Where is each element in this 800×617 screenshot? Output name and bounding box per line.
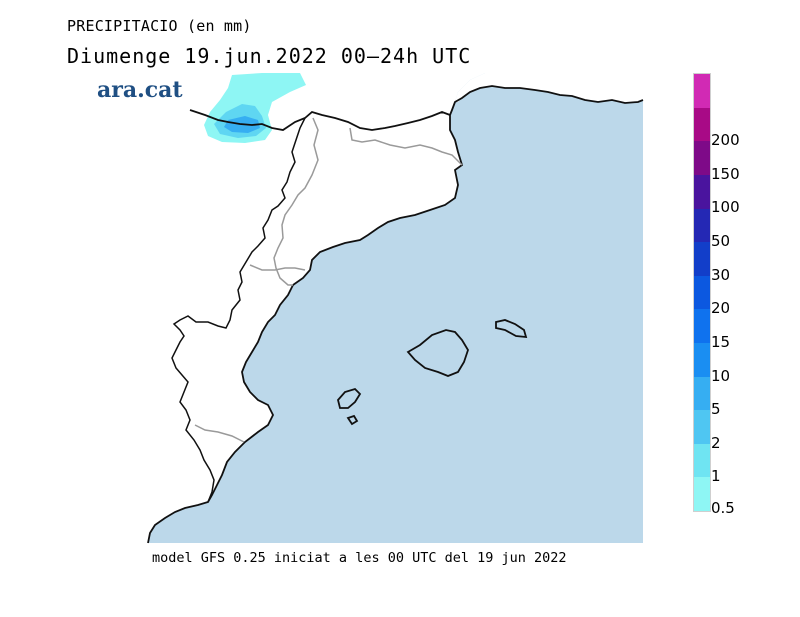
precipitation-area [204, 73, 306, 143]
province-borders [194, 117, 463, 443]
colorbar-label: 2 [711, 433, 721, 452]
island-formentera [346, 414, 359, 426]
colorbar-label: 100 [711, 198, 740, 217]
island-menorca [495, 319, 528, 339]
precipitation-colorbar [693, 73, 711, 512]
colorbar-segment [694, 443, 710, 478]
ara-cat-logo[interactable]: ara.cat [97, 77, 183, 103]
colorbar-label: 30 [711, 265, 731, 284]
colorbar-segment [694, 275, 710, 310]
colorbar-label: 200 [711, 131, 740, 150]
colorbar-segment [694, 342, 710, 377]
colorbar-label: 10 [711, 366, 731, 385]
colorbar-label: 15 [711, 332, 731, 351]
colorbar-segment [694, 107, 710, 142]
colorbar-segment [694, 242, 710, 276]
island-ibiza [337, 387, 362, 409]
colorbar-segment [694, 477, 710, 511]
model-info-footer: model GFS 0.25 iniciat a les 00 UTC del … [152, 550, 567, 566]
balearic-islands [337, 319, 528, 426]
chart-variable-title: PRECIPITACIO (en mm) [67, 17, 252, 35]
colorbar-segment [694, 174, 710, 209]
colorbar-label: 50 [711, 232, 731, 251]
forecast-date-title: Diumenge 19.jun.2022 00–24h UTC [67, 44, 472, 68]
colorbar-label: 20 [711, 299, 731, 318]
colorbar-segment [694, 74, 710, 108]
coastline [147, 85, 644, 544]
colorbar-segment [694, 309, 710, 343]
colorbar-segment [694, 208, 710, 243]
land-france-east [455, 73, 643, 103]
country-border [189, 109, 451, 131]
colorbar-segment [694, 410, 710, 444]
colorbar-label: 5 [711, 400, 721, 419]
colorbar-label: 150 [711, 164, 740, 183]
colorbar-segment [694, 376, 710, 411]
colorbar-segment [694, 141, 710, 175]
land-area [148, 73, 485, 543]
colorbar-label: 0.5 [711, 499, 735, 517]
region-border [171, 117, 306, 503]
island-mallorca [406, 329, 469, 377]
colorbar-label: 1 [711, 467, 721, 486]
